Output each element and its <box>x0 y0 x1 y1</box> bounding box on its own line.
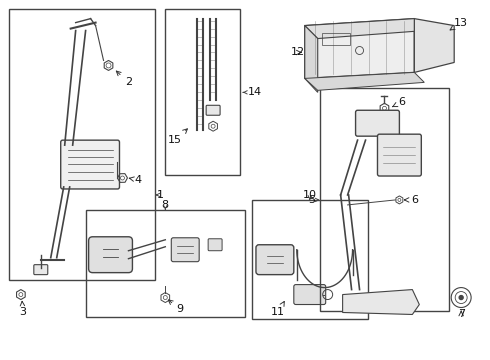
Text: 14: 14 <box>248 87 262 97</box>
Text: 4: 4 <box>129 175 142 185</box>
Text: 15: 15 <box>168 129 187 145</box>
FancyBboxPatch shape <box>206 105 220 115</box>
Text: 3: 3 <box>20 301 26 318</box>
Bar <box>86 210 245 318</box>
Text: 6: 6 <box>392 97 405 107</box>
Bar <box>252 200 368 319</box>
Text: 6: 6 <box>404 195 418 205</box>
Polygon shape <box>305 19 424 39</box>
FancyBboxPatch shape <box>61 140 120 189</box>
Text: 7: 7 <box>458 310 465 319</box>
Text: 13: 13 <box>450 18 468 30</box>
Text: 8: 8 <box>162 200 169 210</box>
FancyBboxPatch shape <box>356 110 399 136</box>
FancyBboxPatch shape <box>208 239 222 251</box>
FancyBboxPatch shape <box>172 238 199 262</box>
Polygon shape <box>305 72 424 90</box>
Text: 5: 5 <box>308 195 315 205</box>
Bar <box>319 88 449 311</box>
Bar <box>165 9 240 175</box>
Text: 1: 1 <box>157 190 164 200</box>
Text: 12: 12 <box>291 48 305 58</box>
FancyBboxPatch shape <box>377 134 421 176</box>
Polygon shape <box>343 289 419 315</box>
Text: 9: 9 <box>169 300 184 315</box>
Polygon shape <box>415 19 454 72</box>
Polygon shape <box>305 19 415 78</box>
FancyBboxPatch shape <box>294 285 326 305</box>
FancyBboxPatch shape <box>34 265 48 275</box>
FancyBboxPatch shape <box>89 237 132 273</box>
Text: 10: 10 <box>303 190 317 200</box>
FancyBboxPatch shape <box>256 245 294 275</box>
Bar <box>322 32 349 45</box>
Text: 2: 2 <box>116 71 132 87</box>
Text: 11: 11 <box>271 301 285 318</box>
Bar <box>9 9 155 280</box>
Polygon shape <box>305 26 318 92</box>
Circle shape <box>459 296 463 300</box>
